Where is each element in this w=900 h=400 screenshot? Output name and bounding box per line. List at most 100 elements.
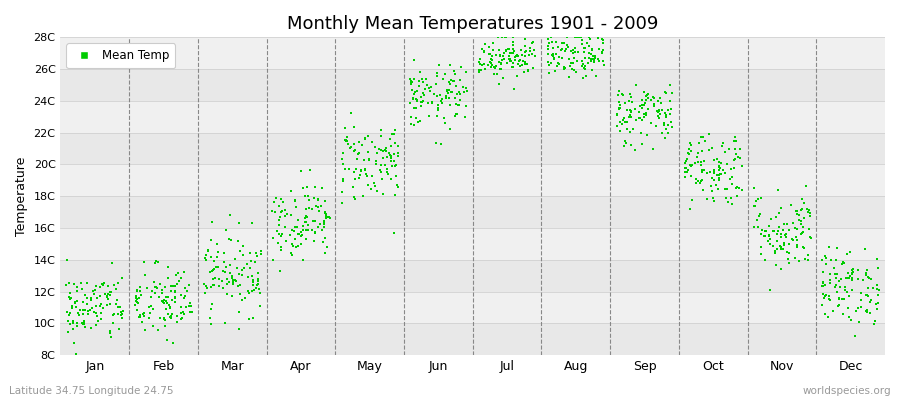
Point bbox=[203, 253, 218, 260]
Point bbox=[526, 65, 540, 71]
Point bbox=[777, 241, 791, 248]
Point bbox=[273, 213, 287, 220]
Point bbox=[104, 300, 118, 307]
Point bbox=[169, 281, 184, 287]
Point bbox=[508, 57, 522, 64]
Point bbox=[349, 166, 364, 172]
Point bbox=[502, 50, 517, 56]
Point bbox=[311, 197, 326, 204]
Point bbox=[114, 274, 129, 281]
Point bbox=[425, 99, 439, 105]
Point bbox=[317, 218, 331, 224]
Point bbox=[436, 115, 451, 122]
Point bbox=[208, 275, 222, 281]
Point bbox=[483, 51, 498, 58]
Point bbox=[842, 275, 856, 281]
Point bbox=[442, 95, 456, 102]
Point bbox=[250, 282, 265, 289]
Point bbox=[842, 314, 856, 320]
Point bbox=[70, 284, 85, 290]
Point bbox=[225, 272, 239, 279]
Point bbox=[236, 252, 250, 258]
Point bbox=[101, 291, 115, 297]
Point bbox=[871, 300, 886, 306]
Point bbox=[697, 134, 711, 140]
Point bbox=[204, 284, 219, 291]
Point bbox=[713, 165, 727, 171]
Point bbox=[308, 184, 322, 190]
Point bbox=[636, 89, 651, 95]
Point bbox=[680, 164, 694, 171]
Point bbox=[799, 206, 814, 212]
Point bbox=[318, 210, 332, 217]
Point bbox=[595, 50, 609, 56]
Point bbox=[416, 98, 430, 104]
Point bbox=[652, 115, 666, 121]
Point bbox=[101, 296, 115, 302]
Point bbox=[141, 315, 156, 322]
Point bbox=[815, 302, 830, 308]
Point bbox=[404, 80, 419, 87]
Point bbox=[130, 307, 144, 314]
Point bbox=[768, 248, 782, 254]
Point bbox=[694, 178, 708, 184]
Point bbox=[490, 71, 504, 78]
Point bbox=[94, 300, 108, 307]
Point bbox=[815, 290, 830, 297]
Point bbox=[336, 150, 350, 156]
Point bbox=[164, 312, 178, 319]
Point bbox=[235, 267, 249, 273]
Point bbox=[656, 122, 670, 128]
Point bbox=[175, 310, 189, 316]
Point bbox=[650, 108, 664, 115]
Point bbox=[644, 97, 658, 104]
Point bbox=[159, 294, 174, 300]
Point bbox=[775, 226, 789, 233]
Text: worldspecies.org: worldspecies.org bbox=[803, 386, 891, 396]
Point bbox=[95, 305, 110, 311]
Point bbox=[624, 108, 638, 114]
Point bbox=[165, 311, 179, 317]
Point bbox=[844, 275, 859, 281]
Point bbox=[455, 84, 470, 90]
Point bbox=[146, 323, 160, 330]
Point bbox=[219, 264, 233, 270]
Point bbox=[75, 286, 89, 292]
Point bbox=[153, 315, 167, 322]
Point bbox=[368, 143, 382, 150]
Point bbox=[69, 350, 84, 357]
Point bbox=[574, 41, 589, 48]
Point bbox=[288, 197, 302, 203]
Point bbox=[442, 79, 456, 86]
Point bbox=[555, 46, 570, 52]
Point bbox=[785, 236, 799, 242]
Point bbox=[307, 195, 321, 201]
Point bbox=[66, 320, 80, 326]
Point bbox=[341, 166, 356, 172]
Point bbox=[585, 66, 599, 73]
Point bbox=[484, 60, 499, 66]
Point bbox=[778, 221, 792, 228]
Point bbox=[369, 158, 383, 164]
Point bbox=[296, 185, 310, 192]
Point bbox=[563, 60, 578, 66]
Point bbox=[319, 250, 333, 256]
Point bbox=[702, 147, 716, 153]
Point bbox=[502, 46, 517, 53]
Point bbox=[493, 52, 508, 58]
Point bbox=[491, 34, 505, 40]
Point bbox=[584, 58, 598, 65]
Point bbox=[240, 274, 255, 281]
Point bbox=[132, 295, 147, 301]
Point bbox=[116, 308, 130, 314]
Point bbox=[338, 166, 352, 172]
Point bbox=[477, 49, 491, 56]
Point bbox=[842, 275, 856, 281]
Point bbox=[352, 150, 366, 156]
Point bbox=[80, 308, 94, 314]
Point bbox=[407, 76, 421, 82]
Point bbox=[506, 38, 520, 45]
Point bbox=[778, 231, 793, 238]
Point bbox=[270, 228, 284, 234]
Point bbox=[518, 59, 532, 65]
